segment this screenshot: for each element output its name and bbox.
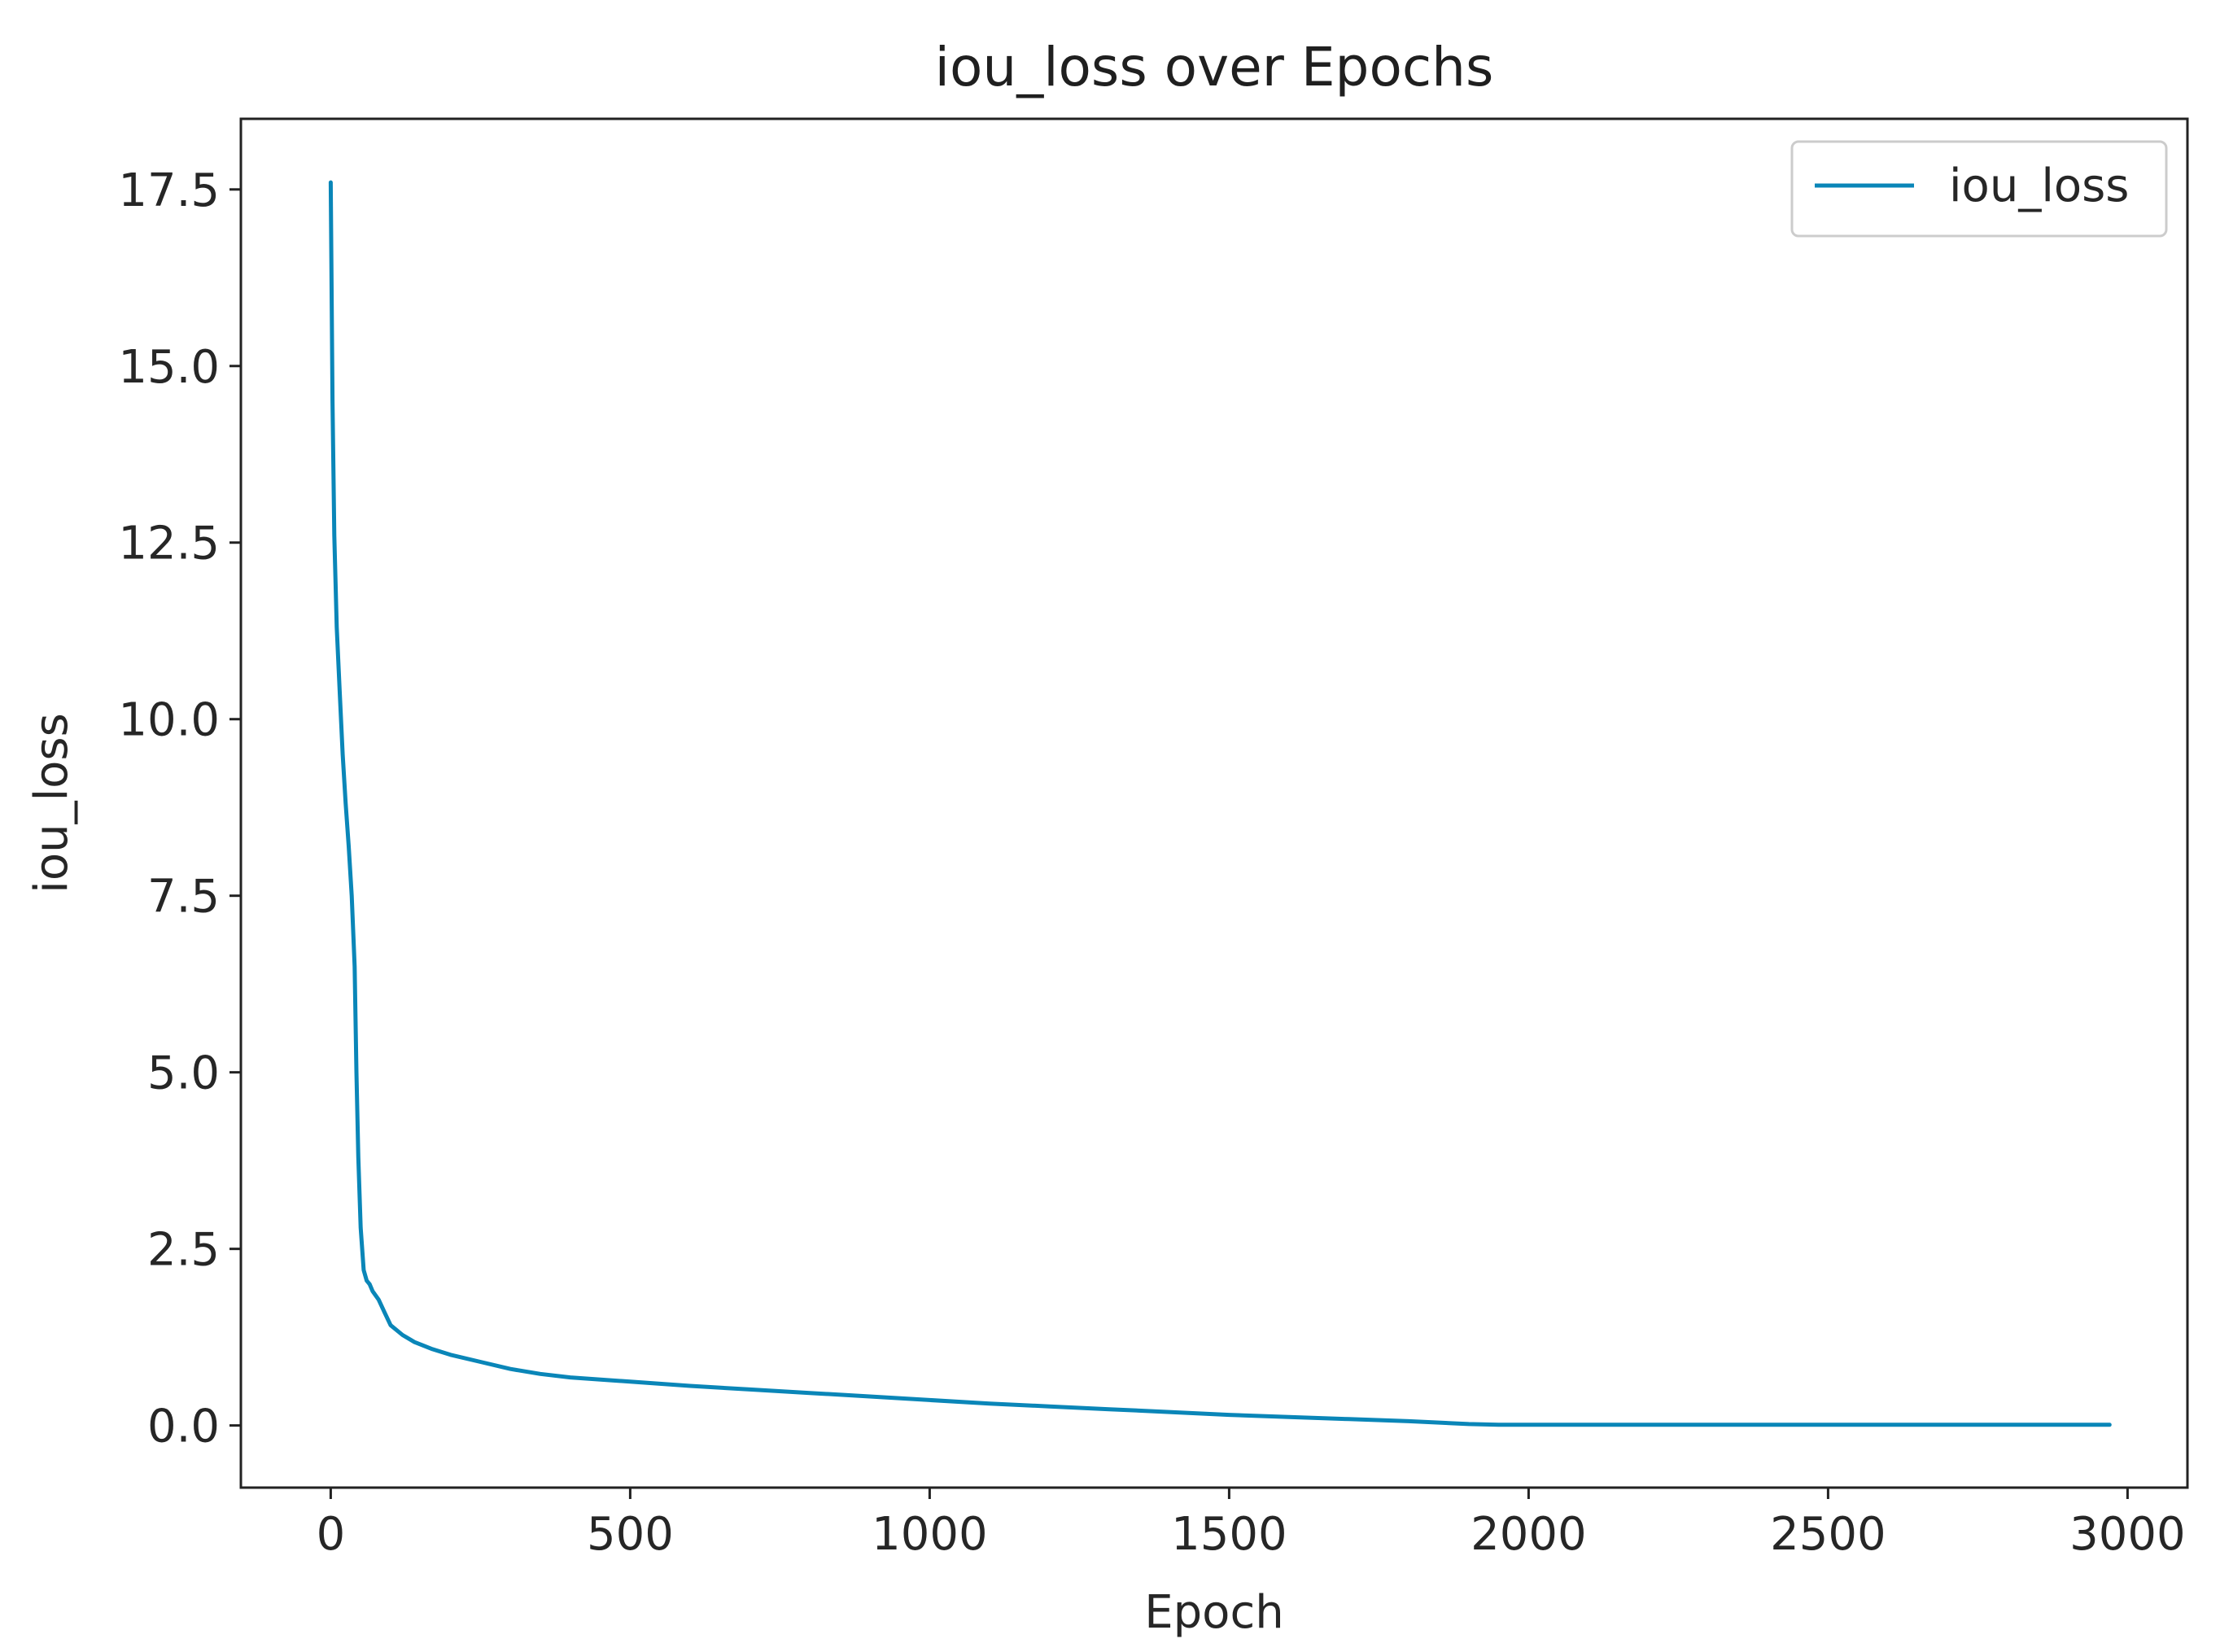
y-tick-label: 10.0 xyxy=(118,694,220,747)
legend-label-iou-loss: iou_loss xyxy=(1949,160,2129,212)
y-tick-label: 0.0 xyxy=(147,1401,220,1453)
y-tick-label: 2.5 xyxy=(147,1224,220,1277)
chart-title: iou_loss over Epochs xyxy=(935,36,1494,98)
y-tick-label: 17.5 xyxy=(118,164,220,217)
series-lines xyxy=(328,180,2112,1427)
x-tick-label: 0 xyxy=(317,1508,346,1561)
legend: iou_loss xyxy=(1790,140,2168,238)
x-axis-label: Epoch xyxy=(1144,1586,1283,1639)
x-tick-label: 1500 xyxy=(1171,1508,1287,1561)
x-tick-label: 2500 xyxy=(1770,1508,1886,1561)
y-axis-label: iou_loss xyxy=(25,713,78,893)
y-tick-label: 15.0 xyxy=(118,341,220,394)
plot-frame xyxy=(239,117,2189,1489)
x-tick-label: 3000 xyxy=(2069,1508,2186,1561)
x-tick-label: 2000 xyxy=(1471,1508,1587,1561)
y-tick-label: 5.0 xyxy=(147,1047,220,1100)
x-tick-label: 500 xyxy=(587,1508,674,1561)
y-axis-ticks: 0.0 2.5 5.0 7.5 10.0 12.5 15.0 17.5 xyxy=(118,164,241,1453)
y-tick-label: 7.5 xyxy=(147,871,220,924)
series-line-iou-loss xyxy=(328,180,2112,1427)
x-axis-ticks: 0 500 1000 1500 2000 2500 3000 xyxy=(317,1488,2186,1561)
x-tick-label: 1000 xyxy=(872,1508,988,1561)
plot-area: 0 500 1000 1500 2000 2500 3000 0.0 2.5 5.0 7.5 10.… xyxy=(118,117,2189,1561)
y-tick-label: 12.5 xyxy=(118,518,220,570)
legend-box xyxy=(1790,140,2168,238)
